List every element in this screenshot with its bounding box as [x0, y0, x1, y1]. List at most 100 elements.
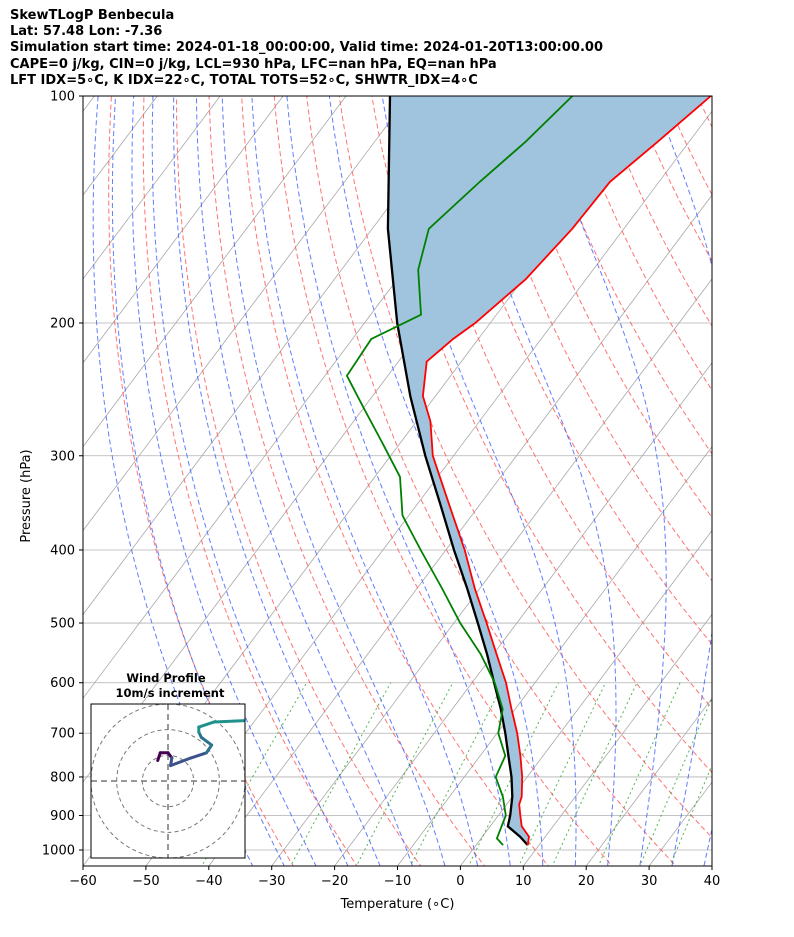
wind-barb-flag [739, 526, 747, 539]
wind-barb [711, 346, 747, 380]
wind-barb-flag [729, 564, 737, 577]
wind-barb [711, 733, 744, 764]
wind-barb-flag [730, 820, 740, 831]
wind-barb-flag [739, 836, 747, 849]
wind-barb-shaft [711, 588, 712, 590]
wind-barb [711, 421, 747, 454]
wind-barb [711, 588, 747, 622]
mixing-ratio-line [409, 682, 505, 866]
wind-barb-shaft [711, 382, 712, 384]
wind-barb [711, 455, 712, 457]
wind-barb-flag [729, 147, 737, 160]
wind-barb-half-flag [732, 232, 736, 238]
mixing-ratio-lines [201, 682, 712, 866]
wind-barb-flag [732, 605, 740, 618]
wind-barb-half-flag [739, 795, 743, 801]
y-tick-label: 400 [50, 543, 75, 558]
station-coordinates: Lat: 57.48 Lon: -7.36 [10, 24, 163, 40]
chart-header: SkewTLogP Benbecula Lat: 57.48 Lon: -7.3… [10, 8, 603, 89]
wind-barb [711, 133, 747, 166]
mixing-ratio-line [639, 697, 712, 866]
isotherm-line [208, 194, 712, 866]
wind-barb-flag [739, 367, 747, 380]
mixing-ratio-line [290, 682, 392, 866]
cin-shaded-area [387, 96, 711, 846]
x-tick-label: −50 [132, 874, 159, 889]
wind-barb [711, 815, 747, 849]
wind-barb-shaft [711, 455, 712, 457]
wind-barb-shaft [711, 259, 712, 261]
wind-barb-flag [739, 609, 747, 622]
wind-barb-flag [732, 363, 740, 376]
dry-adiabat-line [777, 62, 794, 882]
moist-adiabat-line [703, 827, 712, 866]
wind-barb-flag [732, 331, 740, 344]
wind-barb-flag [732, 639, 740, 652]
dry-adiabat-line [306, 96, 677, 866]
y-tick-label: 500 [50, 617, 75, 632]
x-tick-label: 40 [704, 874, 721, 889]
wind-barb-pennant [739, 438, 747, 454]
stability-parameters: CAPE=0 j/kg, CIN=0 j/kg, LCL=930 hPa, LF… [10, 56, 497, 72]
y-tick-label: 700 [50, 727, 75, 742]
isotherm-line [397, 446, 712, 866]
wind-barb-flag [739, 197, 747, 210]
wind-barb [711, 217, 744, 249]
wind-barb-half-flag [736, 749, 740, 755]
wind-barb [711, 836, 743, 873]
moist-adiabat-lines [92, 96, 712, 866]
wind-barb [711, 506, 747, 539]
wind-barb-flag [739, 153, 747, 166]
isotherm-line [83, 96, 347, 448]
wind-barb-flag [729, 329, 737, 342]
isotherm-line [83, 96, 221, 280]
wind-barb-flag [724, 873, 735, 883]
wind-barb-half-flag [727, 870, 733, 875]
isotherm-line [83, 96, 284, 364]
wind-barb-half-flag [740, 720, 743, 727]
x-tick-label: −20 [321, 874, 348, 889]
wind-barb-shaft [711, 133, 712, 134]
parcel-profile-line [386, 96, 529, 846]
wind-barb-flag [736, 751, 744, 764]
isotherm-line [648, 781, 712, 866]
pressure-gridlines [83, 96, 712, 851]
wind-barb-flag [736, 834, 744, 847]
wind-barb [711, 708, 746, 735]
wind-barb-half-flag [742, 688, 743, 695]
x-tick-label: 30 [641, 874, 658, 889]
wind-barb-shaft [711, 421, 712, 423]
wind-barb-flag [733, 862, 743, 873]
moist-adiabat-line [251, 96, 479, 866]
plot-area [83, 62, 794, 883]
wind-barbs [711, 133, 747, 883]
wind-barb-flag [736, 278, 744, 291]
wind-barb-flag [729, 361, 737, 374]
wind-barb-shaft [711, 682, 712, 684]
dry-adiabat-line [599, 96, 712, 327]
wind-barb-flag [739, 403, 747, 416]
wind-barb-shaft [711, 708, 712, 710]
x-tick-label: 10 [515, 874, 532, 889]
wind-barb-shaft [711, 346, 712, 348]
wind-barb-flag [739, 570, 747, 583]
x-tick-label: −30 [258, 874, 285, 889]
wind-barb-flag [729, 191, 737, 204]
dry-adiabat-line [241, 96, 550, 866]
wind-barb-flag [741, 721, 746, 735]
dry-adiabat-line [142, 96, 358, 866]
wind-barb [711, 259, 744, 291]
wind-barb-flag [736, 236, 744, 249]
dry-adiabat-line [338, 96, 712, 839]
wind-barb [711, 826, 712, 828]
dry-adiabat-line [273, 96, 613, 866]
hodograph-plot [91, 704, 245, 858]
wind-barb-flag [729, 603, 737, 616]
isotherm-line [83, 96, 410, 532]
isotherm-line [522, 613, 712, 866]
x-tick-label: 20 [578, 874, 595, 889]
moist-adiabat-line [653, 96, 712, 866]
y-tick-label: 200 [50, 316, 75, 331]
x-axis-label: Temperature (∘C) [340, 897, 455, 912]
